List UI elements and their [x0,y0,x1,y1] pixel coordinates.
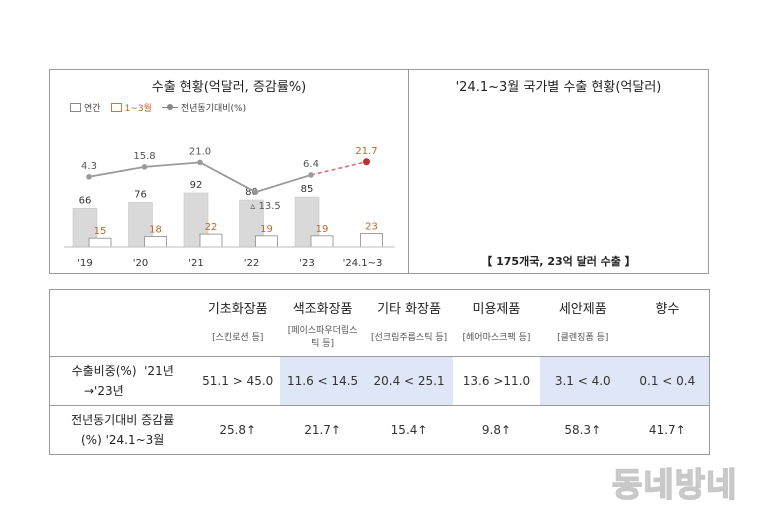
legend-q1-swatch [110,103,122,112]
col-sub-cleansing: [클렌징폼 등] [557,332,609,343]
yoy-point [252,189,259,195]
table-header-row: 기초화장품 색조화장품 기타 화장품 미용제품 세안제품 향수 [50,290,710,321]
bar-q1-label: 23 [365,222,378,233]
export-status-panel: 수출 현황(억달러, 증감률%) 연간 1~3월 전년동기대비(%) 66 15 '… [49,69,409,274]
col-header-color-cosmetics: 색조화장품 [292,301,353,317]
bar-q1-label: 15 [94,226,107,237]
share-perfume: 0.1 < 0.4 [625,356,710,406]
growth-perfume: 41.7↑ [625,405,710,455]
bar-annual-label: 76 [134,189,147,200]
watermark-logo: 동네방네 [611,464,738,505]
col-header-other-cosmetics: 기타 화장품 [377,301,442,317]
export-chart: 66 15 '19 76 18 '20 92 22 '21 80 19 '22 85 19 '23 23 '24… [64,146,395,269]
bar-q1 [199,233,223,248]
legend-yoy-label: 전년동기대비(%) [180,104,247,114]
bar-q1-label: 19 [316,224,329,235]
col-sub-other-cosmetics: [선크림주름스틱 등] [365,320,453,357]
yoy-point-label: 4.3 [81,161,97,172]
yoy-point [197,159,203,166]
legend-yoy-swatch [161,104,178,110]
yoy-point-label: 6.4 [303,159,319,170]
row-label-share: 수출비중(%) '21년 →'23년 [49,356,196,406]
bar-q1 [255,235,278,248]
row-label-growth: 전년동기대비 증감률 (%) '24.1~3월 [49,405,196,455]
country-export-summary: 【 175개국, 23억 달러 수출 】 [481,255,636,268]
bar-q1 [144,236,167,248]
share-other-cosmetics: 20.4 < 25.1 [365,356,454,406]
x-tick-label: '20 [133,258,148,269]
col-sub-color-cosmetics-text: [페이스파우더립스틱 등] [287,326,358,349]
yoy-point-label: 21.0 [189,146,211,157]
yoy-point-label: 15.8 [133,151,155,162]
country-export-title: '24.1~3월 국가별 수출 현황(억달러) [455,80,662,95]
growth-cleansing: 58.3↑ [539,405,626,455]
table-subheader-row: [스킨로션 등] [페이스파우더립스틱 등] [선크림주름스틱 등] [헤어마스… [50,320,710,357]
x-tick-label: '24.1~3 [343,258,383,269]
table-row-share: 수출비중(%) '21년 →'23년 51.1 > 45.0 11.6 < 14… [49,356,710,406]
yoy-point [141,164,148,170]
row-label-share-line1: 수출비중(%) '21년 [71,364,174,378]
col-sub-perfume [626,320,710,357]
yoy-point [86,173,92,180]
country-export-panel: '24.1~3월 국가별 수출 현황(억달러) 【 175개국, 23억 달러 … [408,69,709,274]
share-basic-care: 51.1 > 45.0 [195,356,281,406]
x-tick-label: '23 [299,258,314,269]
bar-q1-label: 19 [260,224,273,235]
col-sub-color-cosmetics: [페이스파우더립스틱 등] [280,320,365,357]
col-sub-other-cosmetics-text: [선크림주름스틱 등] [371,332,448,343]
bar-q1 [88,237,112,248]
bar-annual-label: 66 [79,195,92,206]
legend-yoy: 전년동기대비(%) [161,101,247,114]
share-cleansing: 3.1 < 4.0 [539,356,626,406]
growth-other-cosmetics: 15.4↑ [365,405,454,455]
chart-legend: 연간 1~3월 전년동기대비(%) [70,101,256,114]
legend-q1-label: 1~3월 [124,104,152,114]
legend-annual-label: 연간 [84,104,101,114]
share-color-cosmetics: 11.6 < 14.5 [280,356,366,406]
x-tick-label: '19 [77,258,92,269]
table-corner [50,290,196,357]
bar-q1-label: 22 [205,222,218,233]
yoy-point [363,158,370,166]
col-header-perfume: 향수 [655,301,680,317]
bar-q1 [310,235,334,248]
legend-annual-swatch [70,103,81,112]
yoy-line-forecast [310,160,367,176]
legend-annual: 연간 [70,101,101,114]
x-tick-label: '22 [244,258,259,269]
yoy-point-label: 21.7 [355,146,377,157]
col-header-beauty-products: 미용제품 [472,301,521,317]
growth-beauty-products: 9.8↑ [453,405,540,455]
chart-title: 수출 현황(억달러, 증감률%) [151,80,307,95]
row-label-growth-line1: 전년동기대비 증감률 [71,413,175,427]
col-sub-beauty-products: [헤어마스크팩 등] [462,332,531,343]
col-header-cleansing: 세안제품 [558,301,607,317]
yoy-point-label: ▵ 13.5 [250,201,280,212]
category-table: 기초화장품 색조화장품 기타 화장품 미용제품 세안제품 향수 [스킨로션 등]… [49,289,710,455]
bar-annual-label: 92 [190,180,203,191]
x-tick-label: '21 [188,258,203,269]
bar-annual-label: 85 [301,184,314,195]
growth-basic-care: 25.8↑ [195,405,281,455]
yoy-point [308,172,314,178]
share-beauty-products: 13.6 >11.0 [453,356,540,406]
growth-color-cosmetics: 21.7↑ [280,405,366,455]
table-row-growth: 전년동기대비 증감률 (%) '24.1~3월 25.8↑ 21.7↑ 15.4… [49,405,710,455]
bar-q1 [360,233,383,248]
bar-annual-label: 80 [245,187,258,198]
row-label-growth-line2: (%) '24.1~3월 [81,433,165,447]
bar-q1-label: 18 [149,224,162,235]
bar-annual [239,199,264,248]
col-sub-basic-care: [스킨로션 등] [212,332,264,343]
legend-q1: 1~3월 [110,101,152,114]
col-header-basic-care: 기초화장품 [207,301,268,317]
row-label-share-line2: →'23년 [84,384,124,398]
